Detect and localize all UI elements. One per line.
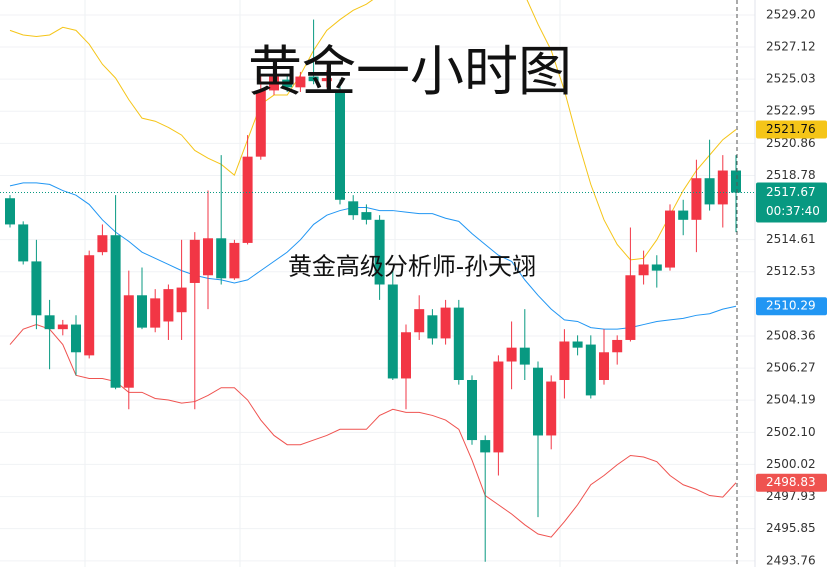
candle-body bbox=[269, 76, 279, 91]
candle-body bbox=[506, 347, 517, 362]
band-badge bbox=[756, 473, 827, 492]
axis-background bbox=[755, 0, 827, 567]
y-tick-label: 2497.93 bbox=[766, 489, 816, 503]
candle-body bbox=[651, 264, 662, 271]
y-tick-label: 2502.10 bbox=[766, 425, 816, 439]
candle-body bbox=[638, 264, 649, 276]
candle-body bbox=[242, 156, 253, 243]
candle-body bbox=[493, 361, 504, 453]
y-tick-label: 2504.19 bbox=[766, 393, 816, 407]
candle-body bbox=[189, 239, 200, 283]
candle-body bbox=[691, 178, 702, 220]
candle-body bbox=[546, 381, 557, 436]
candle-body bbox=[216, 238, 227, 279]
candle-body bbox=[110, 235, 121, 388]
candle-body bbox=[5, 198, 15, 225]
candle-body bbox=[176, 287, 187, 313]
y-tick-label: 2518.78 bbox=[766, 168, 816, 182]
candle-body bbox=[612, 339, 623, 353]
candle-body bbox=[361, 212, 372, 220]
candle-body bbox=[440, 307, 451, 339]
y-tick-label: 2522.95 bbox=[766, 104, 816, 118]
candle-body bbox=[71, 324, 81, 353]
y-tick-label: 2512.53 bbox=[766, 264, 816, 278]
y-tick-label: 2506.27 bbox=[766, 361, 816, 375]
candle-body bbox=[414, 309, 425, 333]
candle-body bbox=[533, 367, 543, 436]
candle-body bbox=[401, 332, 411, 379]
countdown: 00:37:40 bbox=[766, 204, 820, 218]
candle-body bbox=[731, 170, 741, 193]
candle-body bbox=[572, 341, 583, 348]
candle-body bbox=[84, 255, 95, 356]
candle-body bbox=[678, 210, 689, 220]
plot bbox=[0, 0, 755, 562]
y-tick-label: 2508.36 bbox=[766, 328, 816, 342]
y-tick-label: 2527.12 bbox=[766, 39, 816, 53]
band-badge-label: 2510.29 bbox=[766, 299, 816, 313]
candle-body bbox=[665, 210, 675, 268]
y-tick-label: 2514.61 bbox=[766, 232, 816, 246]
candle-body bbox=[453, 307, 464, 381]
candle-body bbox=[229, 242, 240, 279]
y-tick-label: 2500.02 bbox=[766, 457, 816, 471]
band-badge bbox=[756, 120, 827, 139]
candle-body bbox=[137, 295, 147, 328]
y-tick-label: 2520.86 bbox=[766, 136, 816, 150]
candle-body bbox=[704, 178, 715, 205]
candle-body bbox=[123, 295, 134, 388]
candle-body bbox=[717, 170, 728, 205]
candle-body bbox=[97, 235, 108, 253]
y-tick-label: 2525.03 bbox=[766, 72, 816, 86]
candle-body bbox=[387, 284, 398, 379]
candle-body bbox=[585, 344, 596, 396]
band-badge-label: 2521.76 bbox=[766, 122, 816, 136]
candle-body bbox=[44, 315, 55, 330]
candle-body bbox=[295, 76, 306, 88]
candle-body bbox=[31, 261, 42, 316]
candle-body bbox=[308, 76, 319, 82]
price-axis: 2529.20 2527.12 2525.03 2522.95 2520.86 2518.… bbox=[754, 0, 827, 567]
band-badge bbox=[756, 297, 827, 316]
y-tick-label: 2495.85 bbox=[766, 521, 816, 535]
band-badge-label: 2498.83 bbox=[766, 475, 816, 489]
candle-body bbox=[427, 315, 438, 339]
candle-body bbox=[57, 324, 68, 330]
price-badge-label: 2517.67 bbox=[766, 185, 816, 199]
candle-body bbox=[625, 275, 636, 340]
candle-body bbox=[282, 79, 293, 88]
price-badge bbox=[756, 182, 827, 223]
candle-body bbox=[519, 347, 530, 365]
y-tick-label: 2493.76 bbox=[766, 553, 816, 567]
candle-body bbox=[163, 289, 174, 322]
band-line bbox=[9, 0, 737, 261]
band-line bbox=[9, 324, 737, 538]
candle-body bbox=[559, 341, 570, 381]
candle-body bbox=[480, 440, 491, 453]
candle-body bbox=[18, 224, 29, 262]
chart-title: 黄金一小时图 bbox=[248, 40, 572, 103]
candle-body bbox=[599, 352, 609, 381]
candle-body bbox=[255, 90, 266, 157]
band-line bbox=[9, 182, 737, 330]
candle-body bbox=[348, 201, 359, 216]
y-tick-label: 2529.20 bbox=[766, 7, 816, 21]
candle-body bbox=[203, 238, 213, 276]
candle-body bbox=[335, 90, 345, 200]
candle-body bbox=[374, 219, 385, 285]
candle-body bbox=[150, 298, 161, 328]
candle-body bbox=[467, 380, 477, 441]
candle-body bbox=[321, 78, 332, 82]
chart-subtitle: 黄金高级分析师-孙天翊 bbox=[288, 253, 536, 281]
